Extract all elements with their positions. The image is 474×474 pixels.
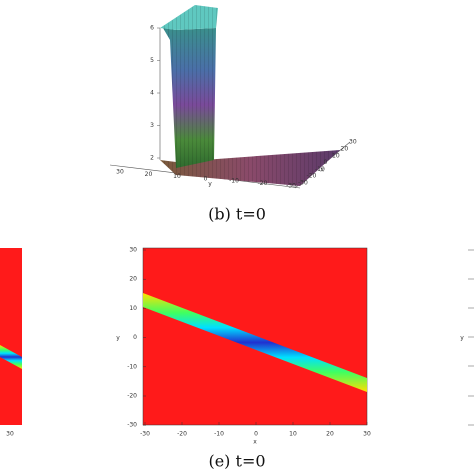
y-tick-label: 20 (145, 171, 153, 178)
x-tick-label: 10 (289, 431, 297, 438)
x-tick-label: -20 (177, 431, 187, 438)
y-tick-label: 0 (204, 175, 208, 182)
z-tick-label: 2 (150, 155, 154, 162)
y-tick-label: -10 (127, 363, 137, 370)
x-tick-label: -30 (140, 431, 150, 438)
y-tick-label: 20 (129, 276, 137, 283)
x-tick-label: 30 (6, 431, 14, 438)
y-axis-label: y (208, 181, 212, 188)
y-tick-label: 10 (129, 305, 137, 312)
x-tick-label: 0 (324, 159, 328, 166)
soliton-band (143, 293, 367, 392)
z-tick-label: 6 (150, 25, 154, 32)
y-tick-label: 30 (129, 247, 137, 254)
x-tick-label: -30 (298, 180, 308, 187)
z-tick-label: 3 (150, 122, 154, 129)
caption: (e) t=0 (208, 452, 265, 471)
y-tick-label: 0 (133, 334, 137, 341)
x-axis-label: x (253, 439, 257, 446)
tick-marks (468, 249, 474, 426)
y-tick-label: -30 (286, 182, 296, 189)
y-tick-label: 10 (173, 173, 181, 180)
density-plot (0, 248, 22, 425)
x-tick-label: 10 (332, 152, 340, 159)
x-axis-label: x (320, 167, 324, 174)
x-tick-label: -20 (307, 173, 317, 180)
y-tick-label: -20 (258, 180, 268, 187)
x-tick-label: 20 (341, 146, 349, 153)
lower-plane-grid (160, 150, 340, 186)
z-tick-label: 4 (150, 90, 154, 97)
x-tick-label: -10 (315, 166, 325, 173)
x-tick-label: 30 (363, 431, 371, 438)
y-tick-label: -10 (229, 178, 239, 185)
upper-plane-grid (160, 5, 218, 30)
y-axis-label: y (460, 335, 464, 342)
y-tick-label: -30 (127, 422, 137, 429)
surface-plot (109, 5, 351, 189)
y-axis-label: y (116, 335, 120, 342)
soliton-band (0, 345, 22, 369)
x-tick-label: -10 (214, 431, 224, 438)
x-tick-label: 0 (254, 431, 258, 438)
y-tick-label: 30 (116, 169, 124, 176)
y-tick-label: -20 (127, 393, 137, 400)
z-tick-label: 5 (150, 57, 154, 64)
wall-grid (163, 28, 216, 168)
x-tick-label: 20 (326, 431, 334, 438)
caption: (b) t=0 (208, 205, 266, 224)
x-tick-label: 30 (349, 139, 357, 146)
